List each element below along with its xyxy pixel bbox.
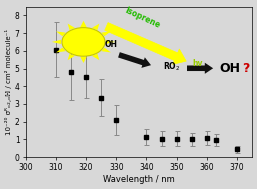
Polygon shape xyxy=(92,54,99,60)
Polygon shape xyxy=(101,31,111,36)
Text: Isoprene: Isoprene xyxy=(123,6,161,30)
FancyArrowPatch shape xyxy=(187,63,213,74)
Text: OH: OH xyxy=(104,40,117,50)
Polygon shape xyxy=(101,48,111,53)
Polygon shape xyxy=(68,24,75,30)
Circle shape xyxy=(62,28,105,56)
FancyArrowPatch shape xyxy=(105,23,186,64)
FancyArrowPatch shape xyxy=(118,52,151,68)
Text: hv: hv xyxy=(192,59,203,68)
Polygon shape xyxy=(52,40,61,44)
Polygon shape xyxy=(56,31,66,36)
Y-axis label: 10⁻²⁰ σᴿₒ₂,ₒℍ / cm² molecule⁻¹: 10⁻²⁰ σᴿₒ₂,ₒℍ / cm² molecule⁻¹ xyxy=(5,29,12,135)
Polygon shape xyxy=(106,40,115,44)
Polygon shape xyxy=(56,48,66,53)
Polygon shape xyxy=(80,57,87,63)
Text: ?: ? xyxy=(242,62,249,75)
X-axis label: Wavelength / nm: Wavelength / nm xyxy=(103,175,175,184)
Polygon shape xyxy=(80,21,87,27)
Polygon shape xyxy=(92,24,99,30)
Text: RO$_2$: RO$_2$ xyxy=(163,60,180,73)
Text: OH: OH xyxy=(219,62,240,75)
Polygon shape xyxy=(68,54,75,60)
